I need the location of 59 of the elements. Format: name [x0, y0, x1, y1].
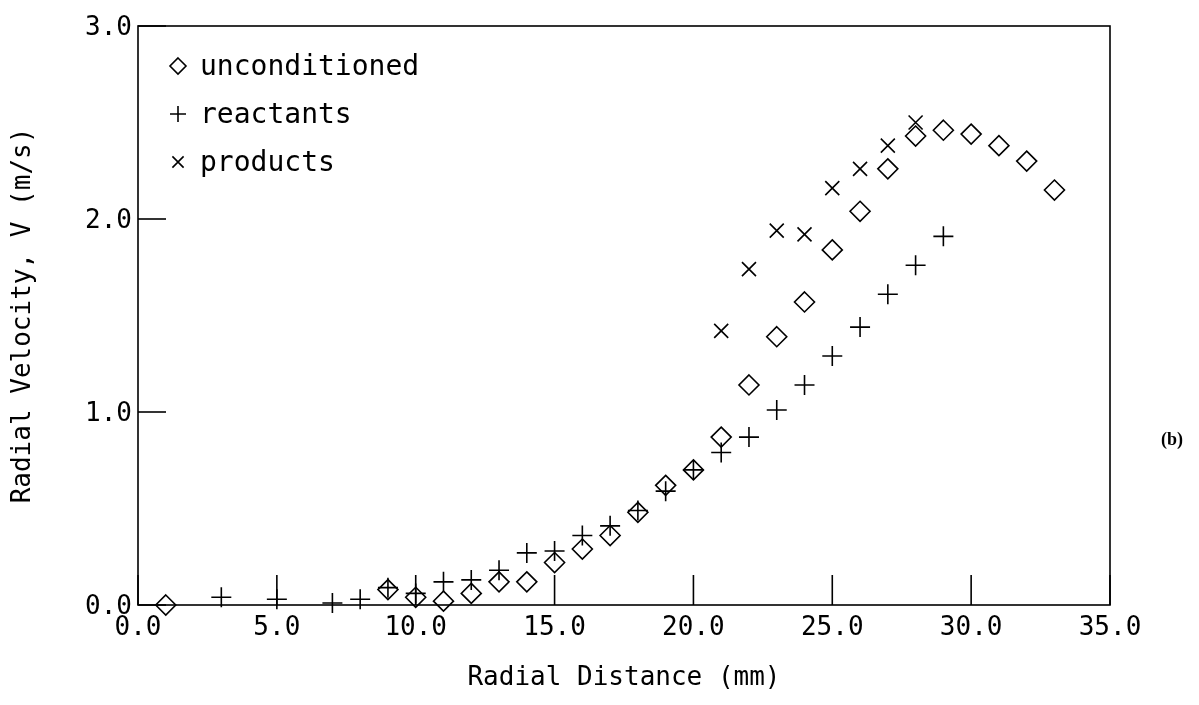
point: [543, 540, 566, 562]
point: [960, 123, 982, 145]
point: [877, 158, 899, 180]
point: [654, 480, 677, 502]
point: [821, 239, 844, 261]
x-tick-label: 30.0: [939, 611, 1003, 641]
legend-label: products: [200, 145, 335, 178]
point: [768, 222, 785, 239]
point: [824, 180, 841, 196]
point: [154, 594, 177, 616]
text: (b): [1161, 429, 1183, 450]
x-tick-label: 25.0: [800, 611, 864, 641]
point: [432, 571, 455, 593]
y-tick-label: 2.0: [85, 204, 132, 234]
point: [793, 291, 816, 313]
point: [599, 524, 621, 547]
point: [1043, 179, 1066, 201]
x-tick-label: 15.0: [523, 611, 586, 641]
point: [321, 592, 344, 614]
point: [571, 538, 594, 560]
point: [516, 571, 538, 593]
x-tick-label: 10.0: [384, 611, 448, 641]
point: [654, 474, 677, 497]
legend-label: reactants: [200, 97, 352, 130]
y-tick-label: 1.0: [85, 397, 132, 427]
point: [738, 374, 760, 396]
point: [460, 582, 483, 605]
point: [907, 114, 924, 131]
point: [765, 325, 788, 348]
point: [904, 254, 927, 277]
point: [932, 225, 955, 248]
y-axis-title: Radial Velocity, V (m/s): [6, 127, 36, 504]
point: [488, 571, 510, 593]
point: [932, 119, 955, 142]
point: [1015, 150, 1038, 172]
y-tick-label: 3.0: [85, 11, 132, 41]
point: [210, 586, 233, 609]
point: [741, 261, 757, 277]
point: [988, 134, 1010, 157]
point: [571, 524, 594, 547]
point: [460, 569, 483, 591]
point: [793, 374, 816, 396]
point: [710, 441, 732, 464]
point: [432, 590, 455, 612]
point: [880, 137, 896, 154]
point: [543, 551, 566, 574]
point: [852, 161, 868, 177]
point: [796, 226, 813, 243]
x-axis-title: Radial Distance (mm): [467, 661, 781, 691]
x-tick-label: 35.0: [1078, 611, 1142, 641]
x-tick-label: 5.0: [253, 611, 301, 641]
point: [821, 345, 844, 367]
point: [849, 200, 871, 223]
legend-label: unconditioned: [200, 49, 420, 82]
point: [713, 323, 729, 339]
point: [904, 125, 927, 147]
x-tick-label: 20.0: [662, 611, 725, 641]
point: [765, 399, 788, 421]
point: [710, 426, 732, 448]
